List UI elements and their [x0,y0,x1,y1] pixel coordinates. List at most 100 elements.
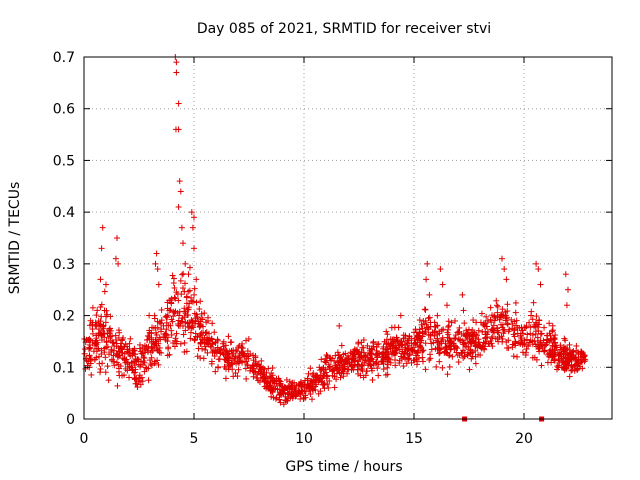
data-point [127,352,134,359]
data-point [546,320,553,327]
data-point [422,366,429,373]
data-point [106,326,113,333]
data-point [502,317,509,324]
data-point [102,369,109,376]
data-point [191,285,198,292]
y-axis-label: SRMTID / TECUs [7,182,23,295]
data-point [422,340,429,347]
data-point [499,306,506,313]
data-point [171,294,178,301]
data-point [466,366,473,373]
data-point [421,306,428,313]
data-point [337,374,344,381]
y-tick-label: 0.4 [53,205,75,221]
data-point [510,353,517,360]
data-point [519,327,526,334]
data-point [384,331,391,338]
data-point [313,381,320,388]
data-point [384,364,391,371]
data-point [187,294,194,301]
data-point [470,317,477,324]
data-point [446,363,453,370]
data-point [484,317,491,324]
data-point [192,315,199,322]
data-point [318,356,325,363]
data-point [369,376,376,383]
x-tick-label: 15 [405,431,423,447]
data-point [514,330,521,337]
x-axis-label: GPS time / hours [285,459,402,475]
data-point [342,350,349,357]
data-point [197,331,204,338]
data-point [449,353,456,360]
data-point [157,336,164,343]
data-point [114,382,121,389]
data-point [177,277,184,284]
data-point [537,331,544,338]
y-tick-label: 0.2 [53,309,75,325]
data-point [101,288,108,295]
data-point [265,365,272,372]
data-point [197,298,204,305]
data-point [126,363,133,370]
data-point [392,356,399,363]
data-point [524,331,531,338]
data-point [146,312,153,319]
data-point [488,319,495,326]
data-point [107,313,114,320]
data-point [181,348,188,355]
data-point [354,346,361,353]
data-point [427,355,434,362]
data-point [493,297,500,304]
data-point [487,304,494,311]
data-point [196,306,203,313]
data-point [374,365,381,372]
data-point [512,309,519,316]
data-point [569,364,576,371]
data-point [91,356,98,363]
data-point [438,327,445,334]
data-point [381,338,388,345]
data-point [541,324,548,331]
data-point [375,340,382,347]
data-point [400,363,407,370]
data-point [323,352,330,359]
data-point [98,301,105,308]
data-point [211,329,218,336]
data-point [405,337,412,344]
data-point [425,315,432,322]
data-point [338,342,345,349]
data-point [208,343,215,350]
data-point [479,328,486,335]
data-point [456,324,463,331]
data-point [170,313,177,320]
data-point [147,360,154,367]
data-point [324,381,331,388]
data-point [182,280,189,287]
data-point [491,317,498,324]
data-point [179,315,186,322]
data-point [209,320,216,327]
data-point [154,346,161,353]
data-point [116,329,123,336]
data-point [155,361,162,368]
data-point [88,371,95,378]
data-point [375,372,382,379]
data-point [483,313,490,320]
y-tick-label: 0.5 [53,153,75,169]
data-point [181,339,188,346]
data-point [172,295,179,302]
data-point [111,362,118,369]
data-point [329,368,336,375]
data-point [212,368,219,375]
data-point [419,354,426,361]
data-point [96,353,103,360]
data-point [392,362,399,369]
data-point [268,393,275,400]
data-point [277,399,284,406]
data-point [573,342,580,349]
data-point [493,302,500,309]
data-point [307,391,314,398]
chart-title: Day 085 of 2021, SRMTID for receiver stv… [197,21,491,37]
data-point [324,353,331,360]
